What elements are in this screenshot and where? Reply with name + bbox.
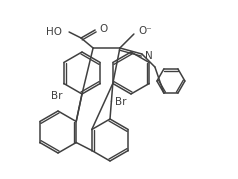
Text: O⁻: O⁻ <box>138 26 152 36</box>
Text: Br: Br <box>115 96 126 107</box>
Text: N: N <box>145 51 153 61</box>
Text: HO: HO <box>46 27 62 37</box>
Text: O: O <box>99 24 107 34</box>
Text: Br: Br <box>50 91 62 101</box>
